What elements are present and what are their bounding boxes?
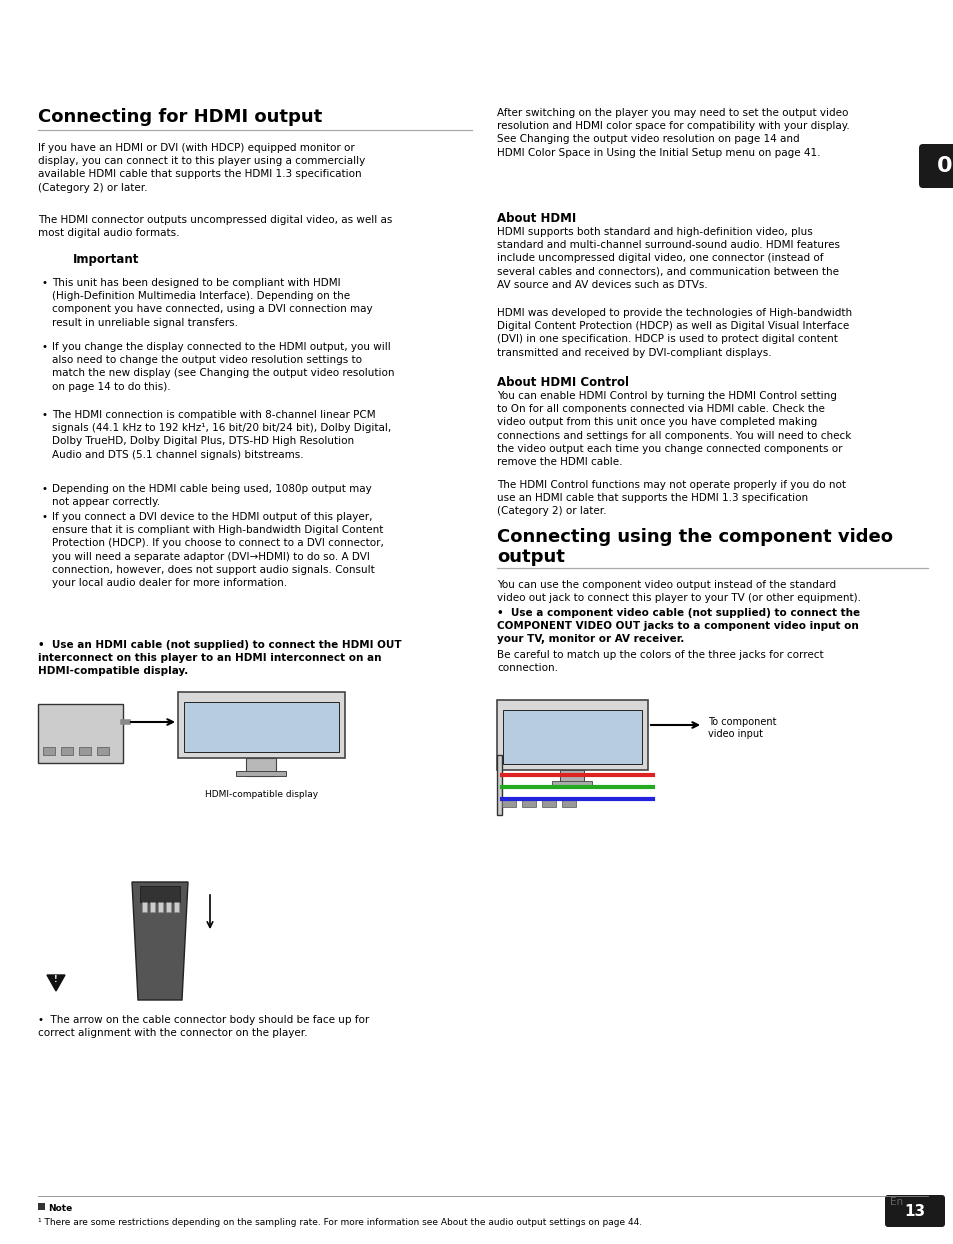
Bar	[246, 758, 275, 776]
Text: !: !	[54, 974, 58, 984]
Text: 02: 02	[936, 156, 953, 175]
Bar	[497, 755, 501, 815]
Text: En: En	[889, 1197, 902, 1207]
Text: correct alignment with the connector on the player.: correct alignment with the connector on …	[38, 1028, 307, 1037]
Text: •: •	[42, 513, 48, 522]
Text: HDMI-compatible display: HDMI-compatible display	[205, 790, 317, 799]
Bar	[158, 902, 163, 912]
Text: After switching on the player you may need to set the output video
resolution an: After switching on the player you may ne…	[497, 108, 849, 158]
Text: The HDMI connection is compatible with 8-channel linear PCM
signals (44.1 kHz to: The HDMI connection is compatible with 8…	[52, 411, 391, 459]
Text: •: •	[42, 277, 48, 289]
Bar	[178, 692, 345, 758]
Text: To HDMI
interconnect: To HDMI interconnect	[40, 710, 102, 733]
Bar	[38, 704, 123, 763]
Text: HDMI was developed to provide the technologies of High-bandwidth
Digital Content: HDMI was developed to provide the techno…	[497, 309, 851, 357]
Bar	[497, 700, 647, 770]
Text: About HDMI Control: About HDMI Control	[497, 376, 628, 389]
Text: output: output	[497, 549, 564, 566]
Bar	[541, 799, 556, 807]
Text: Note: Note	[48, 1204, 72, 1213]
Text: interconnect on this player to an HDMI interconnect on an: interconnect on this player to an HDMI i…	[38, 653, 381, 663]
Text: 13: 13	[903, 1203, 924, 1219]
Bar	[501, 799, 516, 807]
Text: TV: TV	[501, 797, 515, 809]
Text: The HDMI Control functions may not operate properly if you do not
use an HDMI ca: The HDMI Control functions may not opera…	[497, 480, 845, 516]
Bar	[38, 1203, 45, 1210]
Bar	[97, 746, 109, 755]
Text: To component
video input: To component video input	[707, 717, 776, 739]
Bar	[79, 746, 91, 755]
Text: If you have an HDMI or DVI (with HDCP) equipped monitor or
display, you can conn: If you have an HDMI or DVI (with HDCP) e…	[38, 143, 365, 193]
Bar	[521, 799, 536, 807]
Text: Depending on the HDMI cable being used, 1080p output may
not appear correctly.: Depending on the HDMI cable being used, …	[52, 484, 372, 508]
Text: •: •	[42, 484, 48, 494]
Bar	[43, 746, 55, 755]
Bar	[166, 902, 171, 912]
Bar	[140, 886, 180, 902]
Text: Important: Important	[73, 253, 139, 266]
Text: If you change the display connected to the HDMI output, you will
also need to ch: If you change the display connected to t…	[52, 342, 395, 392]
Text: HDMI supports both standard and high-definition video, plus
standard and multi-c: HDMI supports both standard and high-def…	[497, 226, 840, 290]
FancyBboxPatch shape	[884, 1195, 944, 1227]
Bar	[150, 902, 154, 912]
Polygon shape	[47, 975, 65, 991]
Bar	[142, 902, 147, 912]
Bar	[173, 902, 179, 912]
Text: You can enable HDMI Control by turning the HDMI Control setting
to On for all co: You can enable HDMI Control by turning t…	[497, 391, 850, 466]
Polygon shape	[132, 882, 188, 1000]
Text: Connecting for HDMI output: Connecting for HDMI output	[38, 108, 322, 126]
Bar	[552, 781, 592, 785]
Bar	[235, 771, 286, 776]
Text: •  Use an HDMI cable (not supplied) to connect the HDMI OUT: • Use an HDMI cable (not supplied) to co…	[38, 639, 401, 651]
Bar	[184, 702, 338, 753]
Text: Be careful to match up the colors of the three jacks for correct
connection.: Be careful to match up the colors of the…	[497, 651, 822, 673]
Bar	[559, 770, 583, 785]
Text: •: •	[42, 411, 48, 420]
Text: COMPONENT VIDEO OUT jacks to a component video input on: COMPONENT VIDEO OUT jacks to a component…	[497, 621, 858, 631]
Bar	[561, 799, 576, 807]
Bar	[502, 710, 641, 764]
Text: This unit has been designed to be compliant with HDMI
(High-Definition Multimedi: This unit has been designed to be compli…	[52, 277, 373, 327]
Text: •  The arrow on the cable connector body should be face up for: • The arrow on the cable connector body …	[38, 1015, 369, 1025]
Text: The HDMI connector outputs uncompressed digital video, as well as
most digital a: The HDMI connector outputs uncompressed …	[38, 215, 392, 238]
Text: ¹ There are some restrictions depending on the sampling rate. For more informati: ¹ There are some restrictions depending …	[38, 1218, 641, 1227]
Text: HDMI-compatible display.: HDMI-compatible display.	[38, 666, 188, 675]
Text: If you connect a DVI device to the HDMI output of this player,
ensure that it is: If you connect a DVI device to the HDMI …	[52, 513, 383, 588]
Text: •  Use a component video cable (not supplied) to connect the: • Use a component video cable (not suppl…	[497, 608, 860, 618]
Bar	[61, 746, 73, 755]
Text: You can use the component video output instead of the standard
video out jack to: You can use the component video output i…	[497, 580, 861, 603]
FancyBboxPatch shape	[918, 144, 953, 188]
Text: Connecting using the component video: Connecting using the component video	[497, 527, 892, 546]
Text: About HDMI: About HDMI	[497, 211, 576, 225]
Text: your TV, monitor or AV receiver.: your TV, monitor or AV receiver.	[497, 634, 683, 644]
Text: •: •	[42, 342, 48, 352]
